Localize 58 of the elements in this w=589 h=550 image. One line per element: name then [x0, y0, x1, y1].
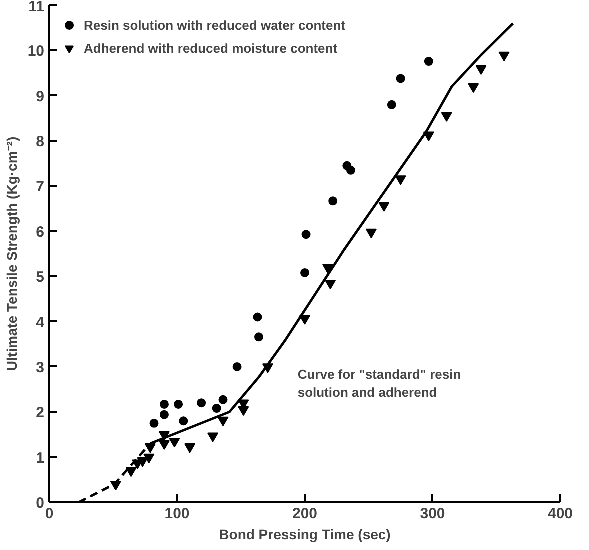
point: [498, 52, 510, 62]
x-tick-label: 400: [548, 506, 574, 522]
point: [184, 444, 196, 454]
point: [387, 100, 396, 110]
x-tick-label: 100: [164, 506, 190, 522]
point: [253, 312, 262, 322]
legend-label: Adherend with reduced moisture content: [84, 40, 338, 56]
point: [137, 458, 148, 468]
legend-label: Resin solution with reduced water content: [84, 18, 346, 32]
point: [441, 112, 452, 122]
point: [232, 362, 242, 372]
point: [179, 416, 188, 426]
point: [218, 416, 229, 427]
point: [150, 418, 159, 428]
point: [197, 398, 206, 408]
point: [424, 57, 434, 66]
point: [158, 440, 170, 450]
x-axis-title: Bond Pressing Time (sec): [219, 526, 391, 542]
y-tick-label: 11: [28, 0, 44, 16]
point: [328, 196, 338, 206]
point: [160, 410, 169, 420]
y-tick-label: 1: [36, 450, 44, 467]
x-tick-label: 200: [292, 506, 318, 522]
point: [468, 83, 480, 94]
y-tick-label: 0: [36, 495, 44, 512]
point: [300, 268, 310, 278]
point: [208, 432, 219, 442]
y-tick-label: 10: [28, 43, 45, 60]
point: [346, 166, 356, 175]
point: [144, 454, 155, 464]
point: [238, 406, 250, 416]
x-tick-label: 300: [420, 506, 446, 522]
y-axis-title: Ultimate Tensile Strength (Kg·cm⁻²): [4, 136, 20, 372]
point: [174, 400, 184, 409]
point: [169, 438, 180, 448]
point: [322, 264, 334, 274]
point: [300, 315, 310, 325]
point: [126, 467, 137, 478]
series-label: Curve for "standard" resin solution and adherend: [298, 366, 462, 400]
point: [366, 228, 377, 239]
point: [325, 280, 336, 290]
y-tick-label: 5: [36, 269, 44, 286]
y-tick-label: 9: [36, 88, 44, 106]
y-tick-label: 2: [36, 404, 44, 422]
point: [395, 176, 406, 186]
point: [212, 404, 222, 414]
point: [476, 65, 487, 76]
y-tick-label: 8: [36, 134, 44, 151]
point: [254, 332, 264, 342]
y-tick-label: 4: [36, 314, 46, 332]
y-tick-label: 3: [36, 359, 44, 376]
point: [302, 230, 311, 240]
point: [160, 400, 169, 409]
point: [218, 395, 228, 404]
y-tick-label: 7: [36, 178, 44, 196]
point: [378, 202, 390, 212]
y-tick-label: 6: [36, 224, 44, 241]
point: [396, 74, 406, 84]
